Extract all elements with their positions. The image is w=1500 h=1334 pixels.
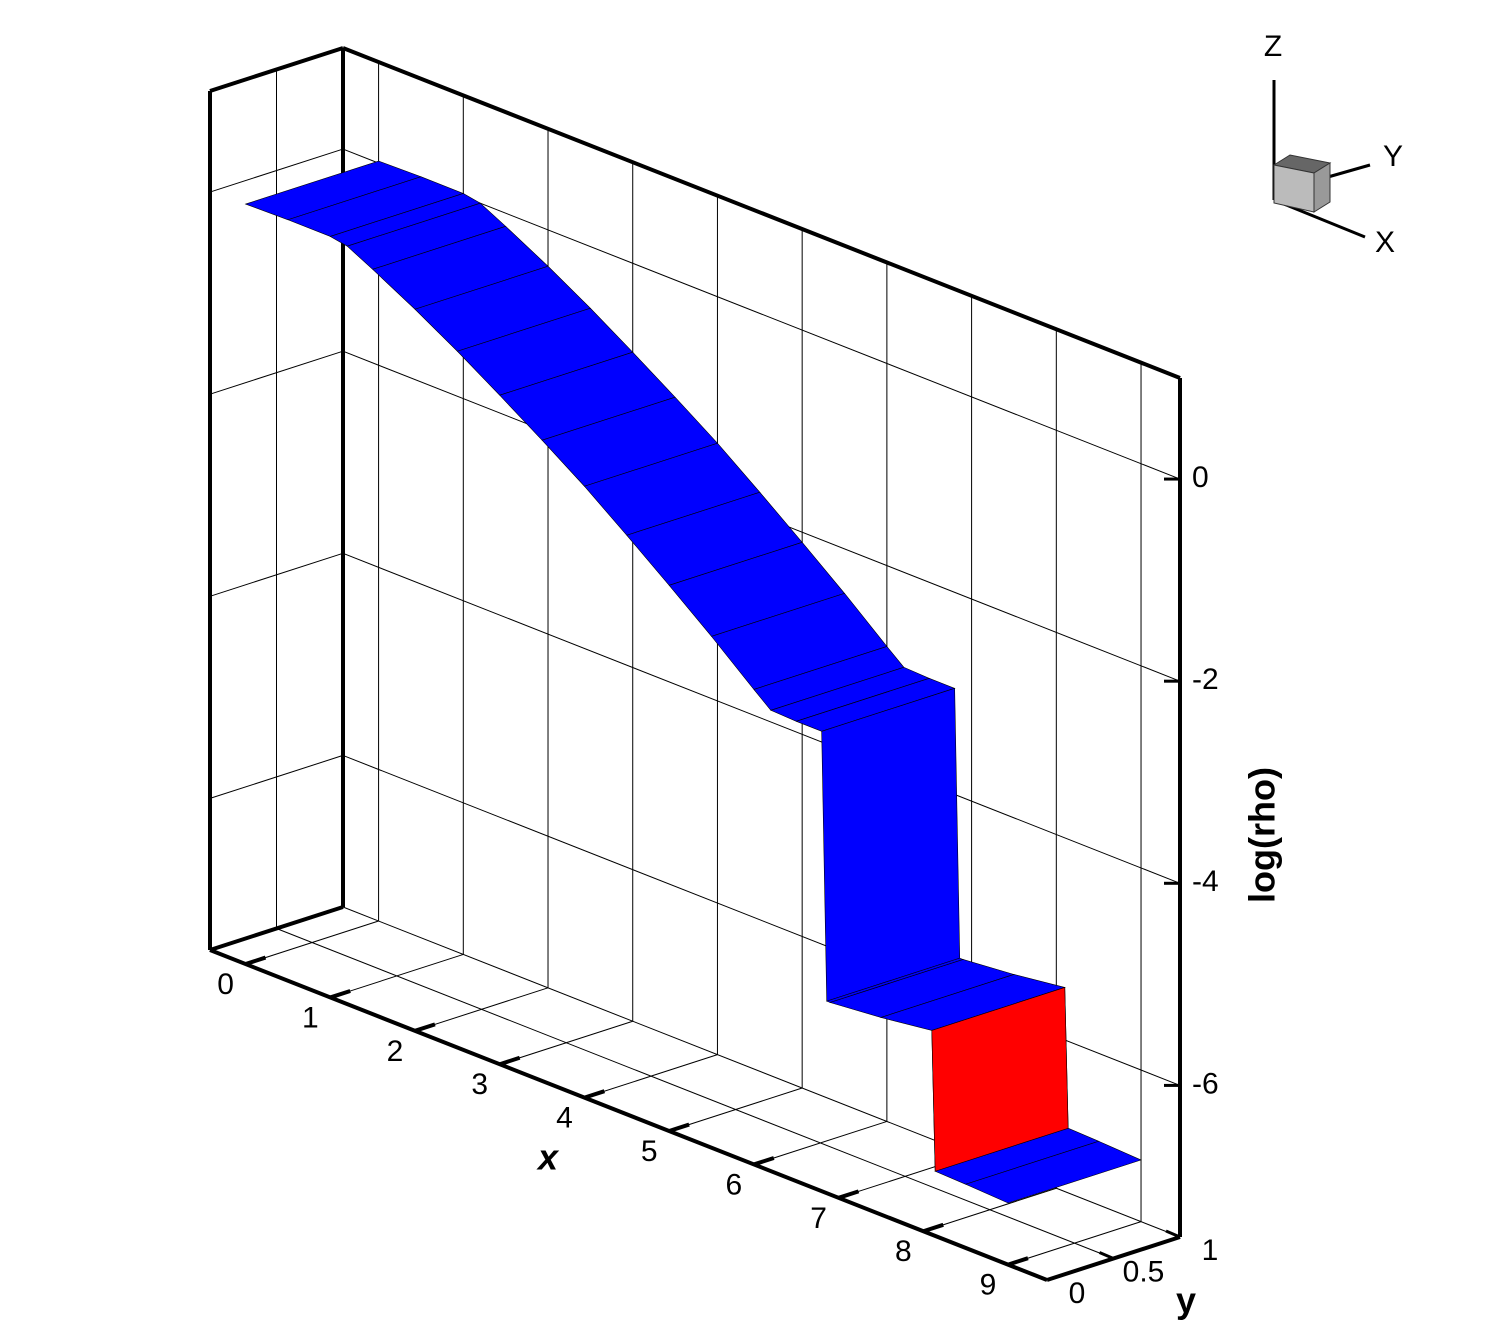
x-tick-label: 4 [556,1102,573,1135]
x-tick-label: 9 [980,1269,997,1302]
y-tick-label: 0.5 [1123,1255,1165,1288]
x-tick-label: 7 [810,1202,827,1235]
triad-cube [1273,164,1315,213]
y-tick-label: 1 [1202,1234,1219,1267]
z-axis-title: log(rho) [1242,767,1283,903]
x-tick [837,1189,860,1200]
x-tick [244,955,267,966]
surface-cell [931,987,1069,1172]
x-tick-label: 2 [387,1035,404,1068]
grid-line [342,552,1181,884]
y-tick [1165,1229,1181,1239]
x-tick [1007,1256,1029,1267]
x-axis-line [209,948,1048,1282]
surface-cell [964,1140,1142,1204]
z-tick-label: 0 [1192,461,1209,494]
x-tick-label: 8 [895,1235,912,1268]
x-tick-label: 1 [302,1001,319,1034]
triad-label: Y [1383,140,1403,173]
x-tick [499,1055,521,1067]
triad-cube [1313,162,1331,213]
x-tick-label: 6 [726,1168,743,1201]
x-tick [753,1156,775,1167]
triad-label: X [1375,226,1395,259]
grid-line [276,928,1114,1259]
surface-cell [821,687,961,1002]
x-tick-label: 3 [471,1068,488,1101]
box-edge [209,905,344,952]
triad-label: Z [1264,30,1282,63]
orientation-triad: Z Y X [1264,30,1403,259]
box-edge [342,46,1181,380]
box-edge [209,46,344,93]
grid-line [342,148,1181,480]
x-tick [922,1222,944,1234]
x-tick-label: 5 [641,1135,658,1168]
x-tick [329,989,351,1000]
x-tick [583,1089,606,1100]
y-tick [1032,1272,1048,1282]
x-axis-title: x [536,1137,560,1178]
x-tick [668,1122,690,1133]
y-axis-title: y [1176,1280,1196,1321]
y-tick [1098,1251,1115,1260]
y-tick-label: 0 [1069,1277,1086,1310]
x-tick-label: 0 [217,968,234,1001]
z-tick-label: -4 [1192,865,1219,898]
z-tick-label: -2 [1192,663,1219,696]
z-tick-label: -6 [1192,1067,1219,1100]
x-tick [414,1022,436,1033]
